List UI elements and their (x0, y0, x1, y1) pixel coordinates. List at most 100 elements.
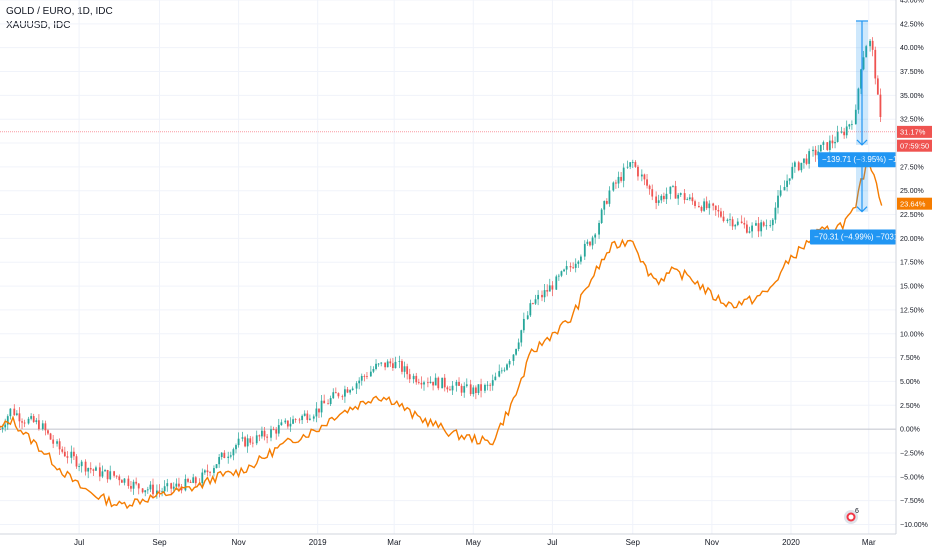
candle-body (220, 452, 223, 458)
candle-body (223, 452, 226, 459)
candle-body (677, 194, 680, 199)
candle-body (398, 361, 401, 362)
candle-body (258, 435, 261, 437)
candle-body (420, 382, 423, 385)
candle-body (720, 211, 722, 217)
candle-body (417, 382, 420, 384)
candle-body (577, 261, 580, 264)
candle-body (366, 376, 368, 377)
candle-body (70, 451, 73, 458)
candle-body (23, 422, 26, 424)
candle-body (312, 416, 315, 419)
y-tick-label: 45.00% (900, 0, 924, 5)
candle-body (657, 200, 660, 203)
candle-body (491, 380, 494, 386)
candle-body (286, 420, 289, 427)
candle-body (92, 469, 95, 471)
candle-body (771, 219, 774, 226)
candle-body (529, 303, 532, 316)
candle-body (389, 361, 392, 364)
candle-body (626, 166, 629, 168)
candle-body (543, 290, 546, 298)
candle-body (406, 366, 409, 375)
candle-body (377, 363, 380, 365)
candle-body (137, 483, 140, 489)
candle-body (9, 408, 12, 417)
candle-body (412, 375, 415, 380)
candle-body (449, 389, 451, 391)
candle-body (831, 140, 834, 144)
candle-body (774, 207, 777, 220)
compare-pct-badge-box (897, 197, 932, 210)
candle-body (705, 201, 708, 209)
candle-body (375, 363, 377, 370)
candle-body (172, 486, 175, 489)
candle-body (854, 109, 857, 125)
candle-body (332, 392, 335, 399)
candle-body (118, 476, 121, 481)
candle-body (149, 484, 152, 490)
candle-body (600, 209, 603, 224)
candle-body (318, 408, 320, 413)
candle-body (249, 438, 252, 443)
candle-body (860, 69, 862, 89)
candle-body (788, 178, 791, 181)
candle-body (622, 167, 625, 181)
candle-body (144, 490, 147, 493)
candle-body (446, 387, 449, 390)
candle-body (572, 267, 575, 269)
main-symbol-title: GOLD / EURO, 1D, IDC (6, 6, 113, 17)
candle-body (355, 383, 358, 389)
y-tick-label: 5.00% (900, 379, 920, 386)
candle-body (480, 384, 482, 391)
x-tick-label: Nov (705, 538, 719, 547)
candle-body (876, 78, 879, 95)
candle-body (665, 193, 668, 200)
candle-body (284, 420, 287, 423)
candle-body (463, 386, 466, 393)
y-tick-label: 25.00% (900, 188, 924, 195)
candle-body (263, 430, 266, 437)
candle-body (358, 380, 361, 384)
candle-body (679, 193, 682, 195)
candle-body (662, 195, 665, 200)
candle-body (583, 243, 586, 257)
candle-body (783, 186, 786, 191)
measure-tools[interactable]: −139.71 (−8.95%) −1397 −70.31 (−4.99%) −7… (810, 20, 911, 245)
candle-body (845, 126, 848, 136)
candle-body (714, 205, 717, 210)
candle-body (508, 360, 511, 365)
candle-body (194, 477, 197, 484)
candle-body (700, 206, 703, 211)
candle-body (337, 393, 340, 397)
candle-body (683, 193, 686, 200)
candle-body (555, 276, 558, 290)
candle-body (38, 420, 40, 430)
candle-body (637, 166, 639, 177)
candle-body (726, 219, 729, 222)
candle-body (0, 429, 1, 430)
candle-body (736, 221, 739, 225)
candle-body (660, 195, 663, 201)
candle-body (344, 389, 346, 397)
candle-body (209, 472, 211, 473)
candle-body (408, 374, 411, 380)
candle-body (848, 124, 851, 127)
candle-body (843, 131, 846, 136)
candle-body (213, 468, 215, 473)
candle-body (646, 179, 648, 186)
candle-body (580, 256, 582, 262)
candle-body (640, 174, 643, 177)
candle-body (779, 190, 782, 196)
candle-body (320, 400, 323, 413)
candle-body (47, 430, 49, 434)
candle-body (862, 57, 865, 70)
candle-body (808, 151, 811, 164)
x-axis[interactable]: Jul Sep Nov 2019 Mar May Jul Sep Nov 2020 Mar (0, 0, 897, 547)
candle-body (560, 271, 563, 276)
y-axis[interactable]: 45.00%42.50%40.00%37.50%35.00%32.50%30.0… (896, 0, 932, 550)
grid-lines (0, 0, 896, 534)
tradingview-logo-icon[interactable]: 6 (843, 507, 861, 525)
candle-body (101, 471, 104, 477)
